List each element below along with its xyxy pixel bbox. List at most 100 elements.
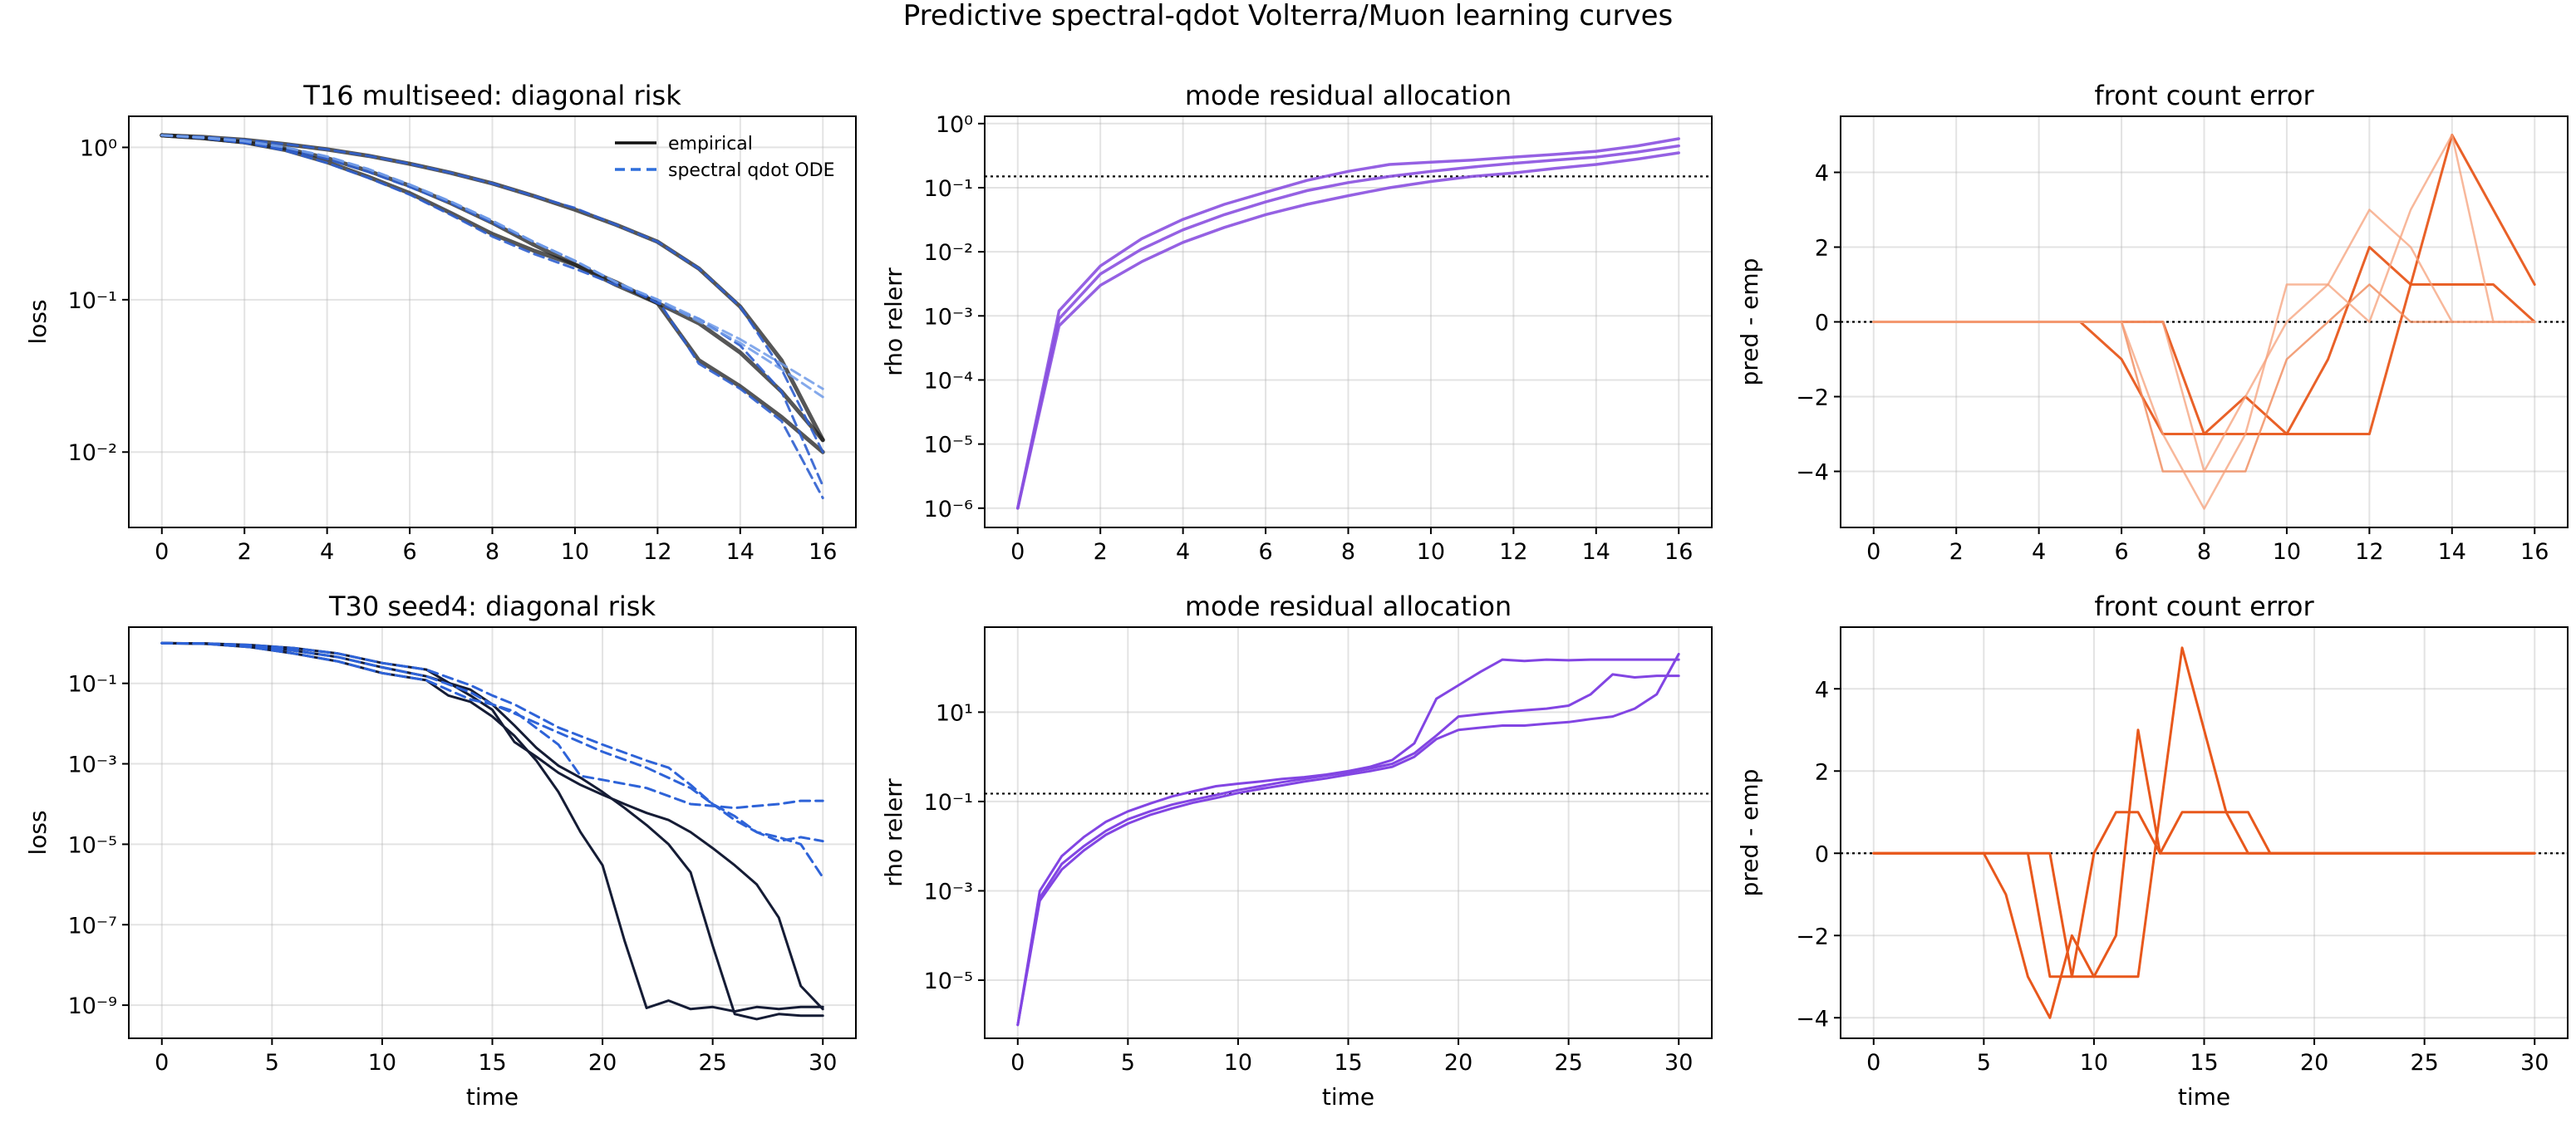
panels: 0 2 4 6 8 10 12 14 16 10⁻² 10⁻¹ 10⁰ T16 multiseed: d…	[24, 80, 2569, 1111]
x-tick-label: 0	[1866, 1050, 1880, 1076]
grid	[985, 627, 1712, 1038]
x-tick-label: 10	[1417, 539, 1445, 565]
x-tick-label: 15	[1334, 1050, 1362, 1076]
grid	[129, 627, 856, 1038]
x-tick-label: 4	[2032, 539, 2046, 565]
series-line-1	[1016, 144, 1680, 510]
y-tick-label: 10⁻⁹	[68, 993, 117, 1019]
x-tick-label: 6	[402, 539, 416, 565]
series-group	[1016, 652, 1680, 1027]
y-tick-label: 10⁰	[936, 112, 973, 138]
x-tick-label: 8	[485, 539, 499, 565]
x-tick-label: 0	[155, 539, 169, 565]
series-line-0	[160, 641, 824, 1011]
series-line-2	[1016, 652, 1680, 1027]
panel-title: front count error	[2094, 80, 2314, 111]
series-group	[160, 641, 824, 1021]
grid	[1841, 627, 2568, 1038]
y-tick-label: 10⁻²	[924, 240, 973, 266]
x-tick-label: 0	[1010, 1050, 1025, 1076]
y-tick-label: −2	[1796, 385, 1829, 411]
y-axis-label: loss	[24, 810, 52, 855]
series-line-2	[160, 641, 824, 1021]
series-line-5	[160, 134, 824, 499]
panel-title: mode residual allocation	[1185, 80, 1512, 111]
x-tick-label: 4	[1176, 539, 1190, 565]
x-tick-label: 0	[155, 1050, 169, 1076]
x-tick-label: 2	[1094, 539, 1108, 565]
x-tick-label: 6	[2114, 539, 2128, 565]
x-tick-label: 6	[1258, 539, 1272, 565]
y-tick-label: 10⁻¹	[924, 790, 973, 816]
x-tick-label: 2	[238, 539, 252, 565]
y-tick-label: 10⁻³	[924, 879, 973, 905]
panel-5: 0 5 10 15 20 25 30 −4 −2 0 2 4 front count error pred…	[1736, 591, 2569, 1111]
panel-title: mode residual allocation	[1185, 591, 1512, 622]
x-tick-label: 5	[265, 1050, 279, 1076]
series-group	[1872, 646, 2536, 1019]
y-tick-label: 2	[1815, 236, 1829, 262]
panel-4: 0 5 10 15 20 25 30 10⁻⁵ 10⁻³ 10⁻¹ 10¹ mode residual…	[880, 591, 1713, 1111]
y-axis-label: pred - emp	[1736, 769, 1763, 897]
x-tick-label: 30	[809, 1050, 837, 1076]
y-tick-label: 10⁻³	[68, 753, 117, 778]
x-tick-label: 25	[698, 1050, 726, 1076]
series-group	[1016, 137, 1680, 510]
figure-title: Predictive spectral-qdot Volterra/Muon l…	[903, 0, 1674, 32]
x-tick-label: 10	[2273, 539, 2301, 565]
x-tick-label: 15	[2190, 1050, 2218, 1076]
series-line-2	[1872, 811, 2536, 978]
x-tick-label: 5	[1121, 1050, 1135, 1076]
grid	[985, 116, 1712, 527]
y-tick-label: 4	[1815, 677, 1829, 703]
y-tick-label: 10⁻³	[924, 304, 973, 330]
y-tick-label: 0	[1815, 311, 1829, 336]
x-axis-label: time	[2178, 1083, 2230, 1111]
series-line-7	[160, 134, 824, 399]
y-axis-label: pred - emp	[1736, 258, 1763, 386]
x-tick-label: 14	[2438, 539, 2466, 565]
series-line-2	[1016, 151, 1680, 510]
y-tick-label: −4	[1796, 460, 1829, 486]
y-tick-label: 10⁰	[80, 135, 117, 161]
panel-title: T30 seed4: diagonal risk	[328, 591, 656, 622]
y-tick-label: 10⁻²	[68, 440, 117, 466]
series-line-4	[160, 641, 824, 810]
x-tick-label: 12	[2355, 539, 2383, 565]
panel-0: 0 2 4 6 8 10 12 14 16 10⁻² 10⁻¹ 10⁰ T16 multiseed: d…	[24, 80, 857, 565]
y-tick-label: 10⁻⁶	[924, 497, 973, 522]
x-tick-label: 5	[1977, 1050, 1991, 1076]
x-tick-label: 30	[2520, 1050, 2549, 1076]
x-tick-label: 10	[1224, 1050, 1252, 1076]
y-axis-label: rho relerr	[880, 267, 907, 376]
grid	[129, 116, 856, 527]
y-tick-label: 0	[1815, 841, 1829, 867]
y-tick-label: 10⁻⁴	[924, 368, 973, 394]
x-tick-label: 20	[588, 1050, 617, 1076]
y-tick-label: 10¹	[936, 700, 973, 726]
series-line-0	[1016, 137, 1680, 510]
x-tick-label: 12	[1499, 539, 1527, 565]
series-group	[1872, 134, 2536, 510]
y-tick-label: −2	[1796, 924, 1829, 949]
x-tick-label: 25	[2410, 1050, 2438, 1076]
y-tick-label: 4	[1815, 161, 1829, 187]
panel-2: 0 2 4 6 8 10 12 14 16 −4 −2 0 2 4 front count error pre…	[1736, 80, 2569, 565]
legend-label: empirical	[668, 134, 753, 154]
y-tick-label: 10⁻¹	[68, 672, 117, 698]
x-tick-label: 0	[1010, 539, 1025, 565]
x-tick-label: 15	[478, 1050, 506, 1076]
panel-1: 0 2 4 6 8 10 12 14 16 10⁻⁶ 10⁻⁵ 10⁻⁴ 10⁻³ 10⁻² 10⁻¹ 10⁰…	[880, 80, 1713, 565]
y-tick-label: 10⁻¹	[68, 288, 117, 314]
x-tick-label: 16	[2520, 539, 2549, 565]
series-line-3	[160, 641, 824, 843]
x-tick-label: 14	[1582, 539, 1610, 565]
x-tick-label: 8	[2197, 539, 2211, 565]
x-axis-label: time	[1322, 1083, 1374, 1111]
y-tick-label: 10⁻¹	[924, 176, 973, 202]
x-tick-label: 14	[726, 539, 755, 565]
x-tick-label: 16	[1664, 539, 1693, 565]
x-tick-label: 10	[368, 1050, 396, 1076]
y-tick-label: 10⁻⁵	[924, 433, 973, 459]
